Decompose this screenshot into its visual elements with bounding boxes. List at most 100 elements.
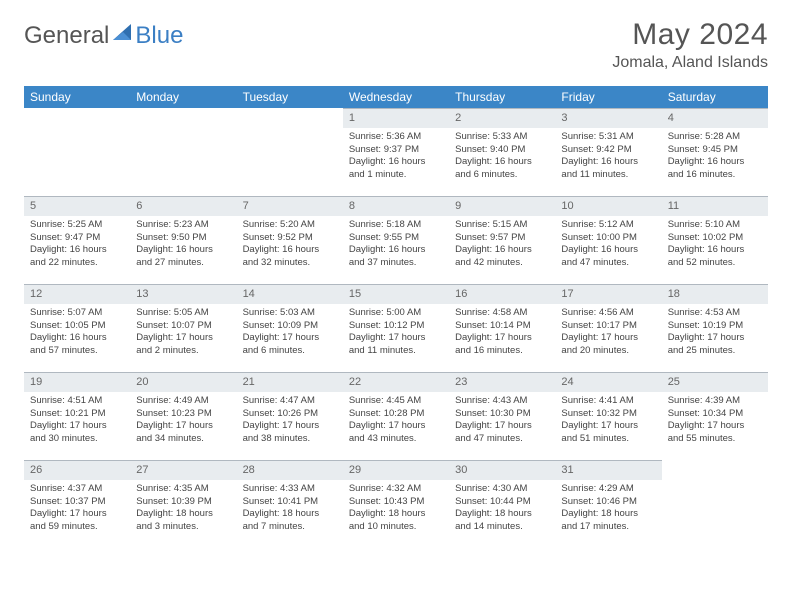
sunrise-line: Sunrise: 4:47 AM: [243, 395, 337, 408]
sunrise-line: Sunrise: 4:29 AM: [561, 483, 655, 496]
daylight-line: Daylight: 16 hours and 16 minutes.: [668, 156, 762, 182]
day-details: Sunrise: 5:23 AMSunset: 9:50 PMDaylight:…: [130, 216, 236, 274]
day-details: Sunrise: 5:07 AMSunset: 10:05 PMDaylight…: [24, 304, 130, 362]
day-details: Sunrise: 4:56 AMSunset: 10:17 PMDaylight…: [555, 304, 661, 362]
sunset-line: Sunset: 10:37 PM: [30, 496, 124, 509]
table-row: 5Sunrise: 5:25 AMSunset: 9:47 PMDaylight…: [24, 196, 768, 284]
sunset-line: Sunset: 10:46 PM: [561, 496, 655, 509]
day-cell: 11Sunrise: 5:10 AMSunset: 10:02 PMDaylig…: [662, 196, 768, 284]
day-cell: 26 Sunrise: 4:37 AMSunset: 10:37 PMDaylig…: [24, 460, 130, 548]
daylight-line: Daylight: 17 hours and 59 minutes.: [30, 508, 124, 534]
day-details: Sunrise: 5:28 AMSunset: 9:45 PMDaylight:…: [662, 128, 768, 186]
daylight-line: Daylight: 18 hours and 7 minutes.: [243, 508, 337, 534]
sunset-line: Sunset: 10:21 PM: [30, 408, 124, 421]
daylight-line: Daylight: 17 hours and 51 minutes.: [561, 420, 655, 446]
day-details: Sunrise: 4:58 AMSunset: 10:14 PMDaylight…: [449, 304, 555, 362]
sunrise-line: Sunrise: 4:56 AM: [561, 307, 655, 320]
day-number: 3: [555, 108, 661, 128]
daylight-line: Daylight: 16 hours and 57 minutes.: [30, 332, 124, 358]
sunrise-line: Sunrise: 5:23 AM: [136, 219, 230, 232]
sunset-line: Sunset: 10:44 PM: [455, 496, 549, 509]
sunset-line: Sunset: 10:32 PM: [561, 408, 655, 421]
sunset-line: Sunset: 10:41 PM: [243, 496, 337, 509]
day-number: 18: [662, 284, 768, 304]
day-details: Sunrise: 4:39 AMSunset: 10:34 PMDaylight…: [662, 392, 768, 450]
day-cell: 5Sunrise: 5:25 AMSunset: 9:47 PMDaylight…: [24, 196, 130, 284]
day-cell: 16Sunrise: 4:58 AMSunset: 10:14 PMDaylig…: [449, 284, 555, 372]
day-details: Sunrise: 5:10 AMSunset: 10:02 PMDaylight…: [662, 216, 768, 274]
sunrise-line: Sunrise: 5:31 AM: [561, 131, 655, 144]
day-number: 26: [24, 460, 130, 480]
daylight-line: Daylight: 17 hours and 16 minutes.: [455, 332, 549, 358]
day-cell: 2Sunrise: 5:33 AMSunset: 9:40 PMDaylight…: [449, 108, 555, 196]
day-number: 31: [555, 460, 661, 480]
day-number: 20: [130, 372, 236, 392]
sunrise-line: Sunrise: 5:07 AM: [30, 307, 124, 320]
daylight-line: Daylight: 18 hours and 17 minutes.: [561, 508, 655, 534]
day-cell: [24, 108, 130, 196]
sunset-line: Sunset: 9:42 PM: [561, 144, 655, 157]
day-number: 7: [237, 196, 343, 216]
calendar-body: 1Sunrise: 5:36 AMSunset: 9:37 PMDaylight…: [24, 108, 768, 548]
sunset-line: Sunset: 9:52 PM: [243, 232, 337, 245]
daylight-line: Daylight: 17 hours and 11 minutes.: [349, 332, 443, 358]
daylight-line: Daylight: 17 hours and 25 minutes.: [668, 332, 762, 358]
day-cell: [662, 460, 768, 548]
sunrise-line: Sunrise: 5:28 AM: [668, 131, 762, 144]
sunrise-line: Sunrise: 5:33 AM: [455, 131, 549, 144]
day-details: Sunrise: 4:41 AMSunset: 10:32 PMDaylight…: [555, 392, 661, 450]
day-cell: 7Sunrise: 5:20 AMSunset: 9:52 PMDaylight…: [237, 196, 343, 284]
sunrise-line: Sunrise: 5:15 AM: [455, 219, 549, 232]
day-details: Sunrise: 4:33 AMSunset: 10:41 PMDaylight…: [237, 480, 343, 538]
day-cell: 24Sunrise: 4:41 AMSunset: 10:32 PMDaylig…: [555, 372, 661, 460]
day-details: Sunrise: 5:36 AMSunset: 9:37 PMDaylight:…: [343, 128, 449, 186]
sunset-line: Sunset: 9:55 PM: [349, 232, 443, 245]
sunset-line: Sunset: 10:39 PM: [136, 496, 230, 509]
daylight-line: Daylight: 16 hours and 22 minutes.: [30, 244, 124, 270]
sunrise-line: Sunrise: 5:18 AM: [349, 219, 443, 232]
sunset-line: Sunset: 9:37 PM: [349, 144, 443, 157]
day-cell: 21Sunrise: 4:47 AMSunset: 10:26 PMDaylig…: [237, 372, 343, 460]
day-number: 15: [343, 284, 449, 304]
sunrise-line: Sunrise: 4:33 AM: [243, 483, 337, 496]
day-cell: 13Sunrise: 5:05 AMSunset: 10:07 PMDaylig…: [130, 284, 236, 372]
sunset-line: Sunset: 9:50 PM: [136, 232, 230, 245]
day-cell: 9Sunrise: 5:15 AMSunset: 9:57 PMDaylight…: [449, 196, 555, 284]
table-row: 26Sunrise: 4:37 AMSunset: 10:37 PMDaylig…: [24, 460, 768, 548]
daylight-line: Daylight: 16 hours and 52 minutes.: [668, 244, 762, 270]
daylight-line: Daylight: 17 hours and 55 minutes.: [668, 420, 762, 446]
day-cell: 31Sunrise: 4:29 AMSunset: 10:46 PMDaylig…: [555, 460, 661, 548]
day-details: Sunrise: 4:51 AMSunset: 10:21 PMDaylight…: [24, 392, 130, 450]
day-details: Sunrise: 5:31 AMSunset: 9:42 PMDaylight:…: [555, 128, 661, 186]
sunrise-line: Sunrise: 4:51 AM: [30, 395, 124, 408]
daylight-line: Daylight: 18 hours and 10 minutes.: [349, 508, 443, 534]
day-number: 1: [343, 108, 449, 128]
day-number: 23: [449, 372, 555, 392]
day-number: 29: [343, 460, 449, 480]
day-details: Sunrise: 4:49 AMSunset: 10:23 PMDaylight…: [130, 392, 236, 450]
sunset-line: Sunset: 10:23 PM: [136, 408, 230, 421]
day-number: 17: [555, 284, 661, 304]
day-details: Sunrise: 5:33 AMSunset: 9:40 PMDaylight:…: [449, 128, 555, 186]
day-number: 11: [662, 196, 768, 216]
sunrise-line: Sunrise: 4:39 AM: [668, 395, 762, 408]
sunset-line: Sunset: 10:09 PM: [243, 320, 337, 333]
daylight-line: Daylight: 16 hours and 1 minute.: [349, 156, 443, 182]
sunrise-line: Sunrise: 4:37 AM: [30, 483, 124, 496]
daylight-line: Daylight: 16 hours and 11 minutes.: [561, 156, 655, 182]
day-number: 6: [130, 196, 236, 216]
daylight-line: Daylight: 17 hours and 47 minutes.: [455, 420, 549, 446]
sunset-line: Sunset: 10:12 PM: [349, 320, 443, 333]
day-cell: 8Sunrise: 5:18 AMSunset: 9:55 PMDaylight…: [343, 196, 449, 284]
sunrise-line: Sunrise: 5:20 AM: [243, 219, 337, 232]
daylight-line: Daylight: 16 hours and 27 minutes.: [136, 244, 230, 270]
day-details: Sunrise: 4:43 AMSunset: 10:30 PMDaylight…: [449, 392, 555, 450]
daylight-line: Daylight: 17 hours and 30 minutes.: [30, 420, 124, 446]
day-cell: 17Sunrise: 4:56 AMSunset: 10:17 PMDaylig…: [555, 284, 661, 372]
sunset-line: Sunset: 9:57 PM: [455, 232, 549, 245]
day-details: Sunrise: 4:29 AMSunset: 10:46 PMDaylight…: [555, 480, 661, 538]
day-cell: 19Sunrise: 4:51 AMSunset: 10:21 PMDaylig…: [24, 372, 130, 460]
sunset-line: Sunset: 10:19 PM: [668, 320, 762, 333]
sunset-line: Sunset: 10:17 PM: [561, 320, 655, 333]
day-cell: 23Sunrise: 4:43 AMSunset: 10:30 PMDaylig…: [449, 372, 555, 460]
